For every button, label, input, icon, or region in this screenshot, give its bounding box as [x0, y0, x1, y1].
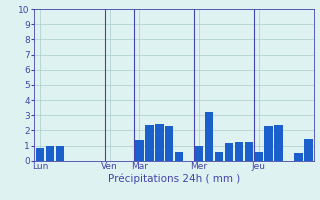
Bar — [235, 142, 243, 161]
Bar — [175, 152, 183, 161]
Bar — [205, 112, 213, 161]
Bar — [56, 146, 64, 161]
Bar — [145, 125, 154, 161]
Bar — [195, 146, 203, 161]
Bar — [36, 148, 44, 161]
Bar — [215, 152, 223, 161]
Bar — [135, 140, 144, 161]
Bar — [304, 139, 313, 161]
Bar — [264, 126, 273, 161]
Bar — [225, 143, 233, 161]
Bar — [165, 126, 173, 161]
Bar — [155, 124, 164, 161]
Bar — [294, 153, 303, 161]
X-axis label: Précipitations 24h ( mm ): Précipitations 24h ( mm ) — [108, 174, 240, 184]
Bar — [244, 142, 253, 161]
Bar — [46, 146, 54, 161]
Bar — [275, 125, 283, 161]
Bar — [254, 152, 263, 161]
